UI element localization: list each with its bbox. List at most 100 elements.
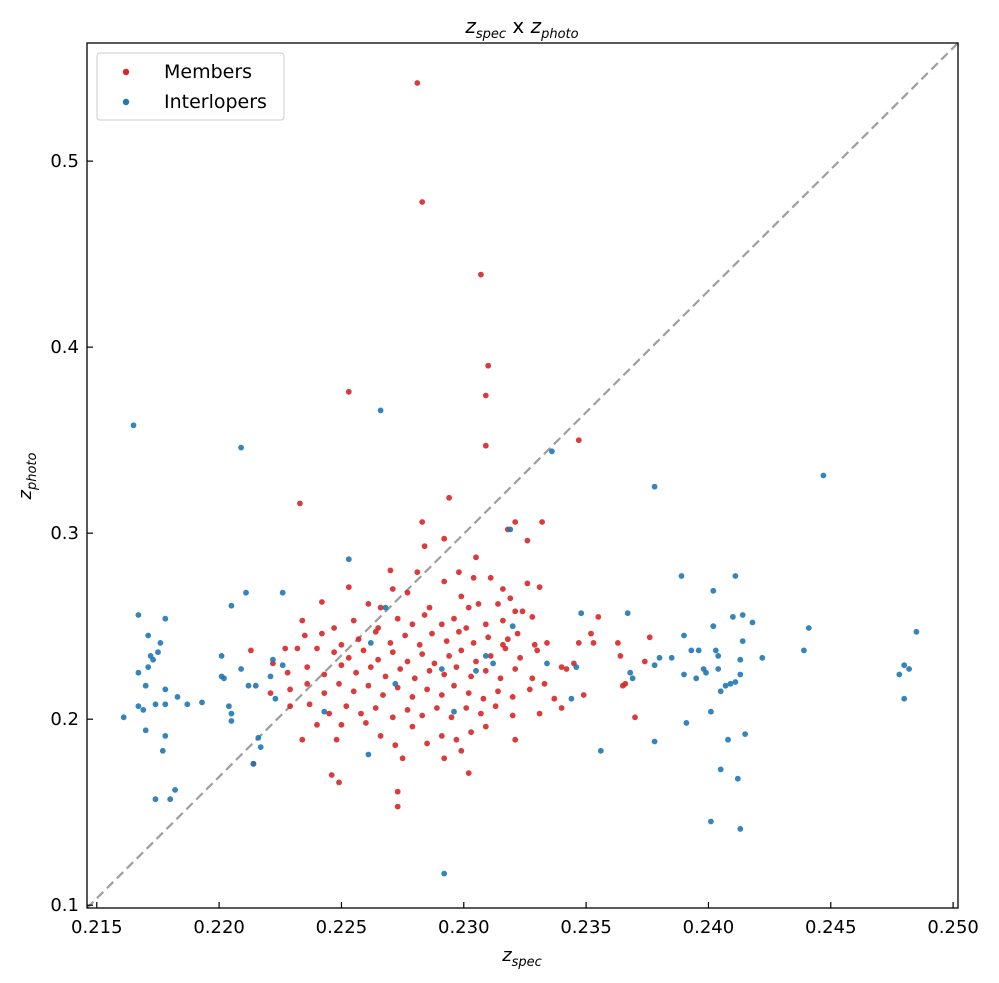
data-point xyxy=(297,500,303,507)
data-point xyxy=(693,675,700,682)
data-point xyxy=(367,640,374,646)
data-point xyxy=(512,736,519,743)
data-point xyxy=(482,667,489,674)
legend: Members Interlopers xyxy=(96,52,285,121)
data-point xyxy=(708,818,714,825)
data-point xyxy=(358,710,364,717)
data-point xyxy=(734,775,741,782)
data-point xyxy=(145,632,152,639)
data-point xyxy=(681,671,687,678)
data-point xyxy=(458,747,465,754)
y-tick-label: 0.1 xyxy=(50,895,79,916)
data-point xyxy=(120,714,127,721)
data-point xyxy=(801,647,807,654)
data-point xyxy=(500,617,506,624)
data-point xyxy=(441,755,448,762)
data-point xyxy=(458,647,465,654)
data-point xyxy=(568,695,575,702)
data-point xyxy=(451,682,457,689)
data-point xyxy=(531,641,538,648)
data-point xyxy=(321,708,328,715)
data-point xyxy=(159,747,166,754)
data-point xyxy=(142,727,149,734)
data-point xyxy=(365,682,372,689)
data-point xyxy=(243,589,249,596)
data-point xyxy=(270,656,276,663)
legend-marker-interlopers xyxy=(122,98,130,106)
data-point xyxy=(162,615,169,622)
data-point xyxy=(646,634,653,641)
legend-marker-members xyxy=(122,68,130,76)
data-point xyxy=(732,573,739,579)
legend-box xyxy=(96,52,285,121)
data-point xyxy=(703,669,709,676)
data-point xyxy=(573,664,580,670)
data-point xyxy=(678,573,685,579)
data-point xyxy=(485,634,492,641)
data-point xyxy=(544,640,550,646)
data-point xyxy=(627,669,634,676)
data-point xyxy=(267,690,274,696)
x-axis-ticks: 0.215 0.220 0.225 0.230 0.235 0.240 0.245 0.250 xyxy=(71,902,979,938)
data-point xyxy=(708,708,714,715)
data-point xyxy=(338,641,345,648)
data-point xyxy=(448,714,455,721)
data-point xyxy=(529,614,536,620)
data-point xyxy=(453,736,460,743)
data-point xyxy=(152,701,159,708)
data-point xyxy=(331,625,337,631)
x-tick-label: 0.225 xyxy=(316,917,368,938)
data-point xyxy=(257,744,264,750)
x-tick-label: 0.220 xyxy=(193,917,245,938)
data-point xyxy=(651,483,658,490)
data-point xyxy=(319,599,325,605)
data-point xyxy=(473,658,479,665)
data-point xyxy=(717,688,724,695)
data-point xyxy=(597,747,604,754)
data-point xyxy=(162,686,169,693)
scatter-points-layer xyxy=(120,80,920,877)
data-point xyxy=(695,647,702,654)
data-point xyxy=(389,649,396,656)
data-point xyxy=(504,636,511,643)
data-point xyxy=(524,580,531,587)
data-point xyxy=(331,649,337,656)
data-point xyxy=(478,271,484,278)
data-point xyxy=(473,667,479,674)
data-point xyxy=(526,686,533,693)
data-point xyxy=(468,729,474,736)
data-point xyxy=(492,703,499,710)
data-point xyxy=(397,666,404,672)
data-point xyxy=(722,682,729,689)
data-point xyxy=(345,388,352,395)
data-point xyxy=(629,675,636,682)
data-point xyxy=(421,543,428,550)
data-point xyxy=(419,651,426,657)
data-point xyxy=(152,796,159,803)
data-point xyxy=(519,608,526,615)
data-point xyxy=(517,654,523,661)
data-point xyxy=(441,535,448,542)
data-point xyxy=(389,586,396,592)
y-axis-ticks: 0.1 0.2 0.3 0.4 0.5 xyxy=(50,151,93,916)
data-point xyxy=(463,705,470,711)
data-point xyxy=(375,656,381,663)
data-point xyxy=(409,723,416,730)
data-point xyxy=(470,574,477,581)
data-point xyxy=(338,721,345,728)
data-point xyxy=(345,584,352,590)
data-point xyxy=(431,660,438,667)
data-point xyxy=(238,444,245,451)
data-point xyxy=(730,614,736,620)
data-point xyxy=(544,660,550,667)
data-point xyxy=(345,654,352,661)
data-point xyxy=(551,695,558,702)
data-point xyxy=(487,653,494,659)
y-axis-label: zphoto xyxy=(15,452,40,500)
data-point xyxy=(710,587,717,594)
data-point xyxy=(350,617,357,624)
data-point xyxy=(578,610,585,617)
data-point xyxy=(287,703,293,710)
data-point xyxy=(656,654,663,661)
